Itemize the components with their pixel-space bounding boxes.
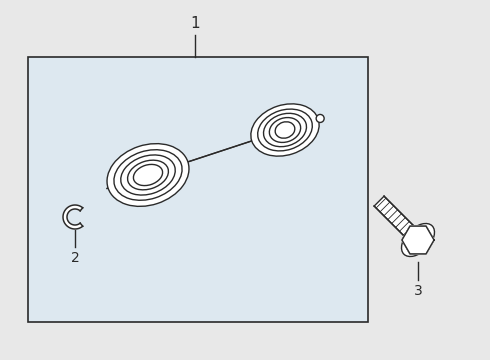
Ellipse shape <box>121 155 175 195</box>
Bar <box>28 57 368 322</box>
Polygon shape <box>63 205 83 229</box>
Polygon shape <box>402 226 434 254</box>
Ellipse shape <box>114 150 182 200</box>
Ellipse shape <box>258 109 312 151</box>
Polygon shape <box>144 129 289 176</box>
Ellipse shape <box>127 160 169 190</box>
Ellipse shape <box>275 122 295 138</box>
Text: 1: 1 <box>190 16 200 31</box>
Ellipse shape <box>133 165 163 186</box>
Text: 2: 2 <box>71 251 79 265</box>
Ellipse shape <box>251 104 319 156</box>
Polygon shape <box>402 226 434 254</box>
Text: 3: 3 <box>414 284 422 298</box>
Circle shape <box>316 114 324 122</box>
Ellipse shape <box>107 144 189 206</box>
Ellipse shape <box>401 224 435 256</box>
Ellipse shape <box>270 118 301 143</box>
Polygon shape <box>374 196 423 245</box>
Ellipse shape <box>264 113 306 147</box>
Polygon shape <box>402 226 434 254</box>
